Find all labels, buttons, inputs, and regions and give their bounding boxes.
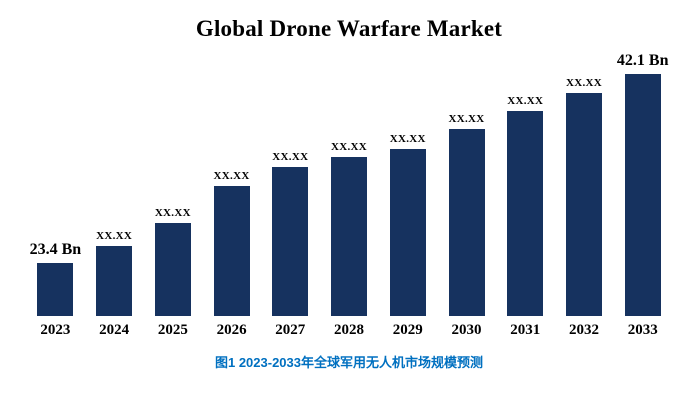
- bar-value-label: XX.XX: [565, 77, 602, 89]
- bar-column: 42.1 Bn 2033: [613, 52, 672, 344]
- year-label: 2032: [568, 321, 599, 338]
- bar-value-label: XX.XX: [154, 207, 191, 219]
- bar-column: XX.XX 2027: [261, 52, 320, 344]
- bar-value-label: XX.XX: [213, 170, 250, 182]
- bar-column: XX.XX 2031: [496, 52, 555, 344]
- bar: [272, 167, 309, 316]
- bar: [213, 186, 250, 316]
- bar: [331, 157, 368, 316]
- bar-column: XX.XX 2028: [320, 52, 379, 344]
- bar: [448, 129, 485, 316]
- bar-column: 23.4 Bn 2023: [26, 52, 85, 344]
- bar-column: XX.XX 2032: [555, 52, 614, 344]
- year-label: 2026: [216, 321, 247, 338]
- year-label: 2030: [451, 321, 482, 338]
- bar-column: XX.XX 2024: [85, 52, 144, 344]
- bar-value-label: XX.XX: [331, 141, 368, 153]
- bar-value-label: XX.XX: [389, 133, 426, 145]
- bar-column: XX.XX 2029: [378, 52, 437, 344]
- bar: [565, 93, 602, 316]
- year-label: 2025: [157, 321, 188, 338]
- chart-caption: 图1 2023-2033年全球军用无人机市场规模预测: [214, 355, 483, 370]
- bar-column: XX.XX 2025: [143, 52, 202, 344]
- bar-value-label: XX.XX: [448, 113, 485, 125]
- bar-value-label: 42.1 Bn: [616, 52, 669, 69]
- bar-value-label: 23.4 Bn: [29, 241, 82, 258]
- bar-value-label: XX.XX: [272, 151, 309, 163]
- bar-value-label: XX.XX: [507, 95, 544, 107]
- year-label: 2033: [627, 321, 658, 338]
- bar: [624, 74, 661, 317]
- year-label: 2031: [510, 321, 541, 338]
- year-label: 2023: [40, 321, 71, 338]
- year-label: 2027: [275, 321, 306, 338]
- bar-column: XX.XX 2030: [437, 52, 496, 344]
- bar-chart: 23.4 Bn 2023 XX.XX 2024 XX.XX 2025 XX.XX 2026 XX…: [0, 52, 698, 344]
- bar-value-label: XX.XX: [96, 230, 133, 242]
- year-label: 2028: [334, 321, 365, 338]
- year-label: 2024: [99, 321, 130, 338]
- bar: [389, 149, 426, 316]
- bar: [154, 223, 191, 316]
- bar: [507, 111, 544, 316]
- chart-title: Global Drone Warfare Market: [195, 16, 503, 41]
- bar: [37, 263, 74, 316]
- bar-column: XX.XX 2026: [202, 52, 261, 344]
- year-label: 2029: [392, 321, 423, 338]
- bar: [96, 246, 133, 316]
